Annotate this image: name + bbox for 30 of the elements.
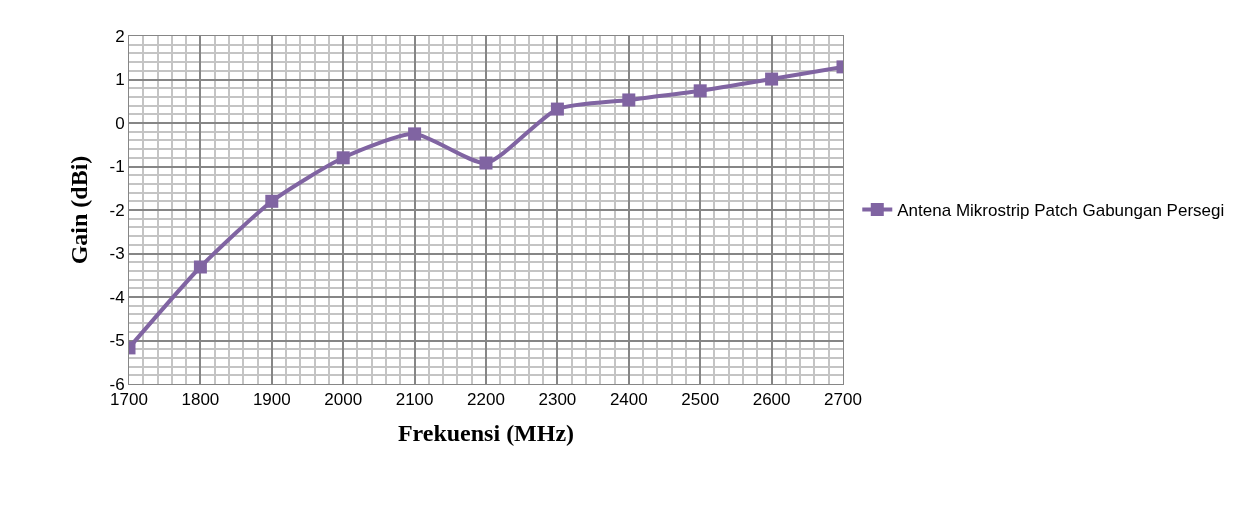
point [550, 102, 564, 116]
y-tick-label: 2 [115, 26, 125, 46]
y-tick-label: -4 [109, 287, 125, 307]
x-tick-label: 2400 [609, 390, 648, 410]
y-tick-label: 0 [115, 113, 125, 133]
y-tick-label: -2 [109, 200, 125, 220]
y-tick-label: -3 [109, 244, 125, 264]
x-tick-label: 2300 [538, 390, 577, 410]
x-tick-label: 2200 [467, 390, 505, 410]
legend-label: Antena Mikrostrip Patch Gabungan Persegi [897, 201, 1225, 221]
point [693, 84, 707, 98]
x-tick-label: 2700 [824, 390, 862, 410]
point [265, 194, 279, 208]
x-tick-label: 1800 [181, 390, 220, 410]
point [193, 260, 207, 274]
x-tick-label: 2500 [681, 390, 720, 410]
x-tick-label: 2000 [324, 390, 363, 410]
point [622, 93, 636, 107]
point [765, 72, 779, 86]
point [479, 156, 493, 170]
y-tick-label: 1 [115, 70, 125, 90]
x-axis-title: Frekuensi (MHz) [397, 419, 575, 446]
y-tick-label: -5 [109, 331, 125, 351]
x-tick-label: 2100 [395, 390, 434, 410]
x-tick-label: 2600 [752, 390, 791, 410]
y-axis-title: Gain (dBi) [65, 155, 92, 265]
x-tick-label: 1900 [252, 390, 291, 410]
point [336, 151, 350, 165]
y-tick-label: -1 [109, 157, 125, 177]
point [408, 127, 422, 141]
